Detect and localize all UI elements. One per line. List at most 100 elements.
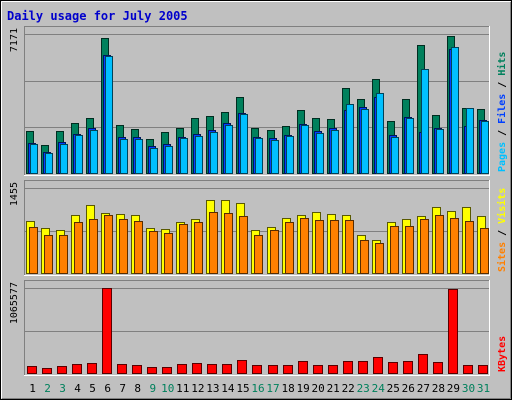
bar-kbytes-day-23 — [358, 361, 368, 374]
bar-pages-day-8 — [135, 139, 143, 174]
bar-pages-day-3 — [60, 144, 68, 174]
bar-pages-day-12 — [195, 136, 203, 174]
bar-sites-day-27 — [420, 219, 429, 274]
bar-sites-day-17 — [270, 230, 279, 274]
x-tick-label-day-21: 21 — [327, 382, 340, 395]
legend-item-sites: Sites — [496, 242, 508, 272]
bar-kbytes-day-1 — [27, 366, 37, 374]
bar-kbytes-day-14 — [222, 364, 232, 374]
legend-item-files: Files — [496, 94, 508, 124]
y-max-label-bottom: 1065577 — [9, 282, 20, 324]
bar-pages-day-22 — [346, 104, 354, 174]
bar-pages-day-25 — [391, 137, 399, 174]
bar-sites-day-8 — [134, 221, 143, 274]
bar-sites-day-6 — [104, 215, 113, 274]
bar-kbytes-day-27 — [418, 354, 428, 374]
bar-kbytes-day-15 — [237, 360, 247, 374]
x-tick-label-day-19: 19 — [296, 382, 309, 395]
bar-pages-day-20 — [316, 133, 324, 174]
bar-kbytes-day-13 — [207, 364, 217, 374]
x-tick-label-day-27: 27 — [417, 382, 430, 395]
bar-pages-day-13 — [210, 132, 218, 174]
y-max-label-top: 7171 — [9, 28, 20, 52]
bar-kbytes-day-22 — [343, 361, 353, 374]
bar-sites-day-2 — [44, 235, 53, 274]
bar-kbytes-day-17 — [268, 365, 278, 374]
x-tick-label-day-20: 20 — [311, 382, 324, 395]
bar-pages-day-7 — [120, 139, 128, 174]
bar-pages-day-17 — [271, 140, 279, 174]
x-tick-label-day-1: 1 — [29, 382, 36, 395]
legend-item-visits: Visits — [496, 188, 508, 224]
bar-sites-day-31 — [480, 228, 489, 274]
x-tick-label-day-31: 31 — [477, 382, 490, 395]
x-tick-label-day-5: 5 — [89, 382, 96, 395]
bar-kbytes-day-16 — [252, 365, 262, 374]
bar-kbytes-day-18 — [283, 365, 293, 374]
x-tick-label-day-15: 15 — [236, 382, 249, 395]
legend-text-middle: Sites / Visits — [496, 188, 508, 272]
legend-item-kbytes: KBytes — [497, 336, 508, 372]
bar-sites-day-14 — [224, 213, 233, 274]
bar-pages-day-18 — [286, 136, 294, 174]
bar-pages-day-31 — [481, 121, 489, 174]
bar-pages-day-24 — [376, 93, 384, 174]
bar-sites-day-23 — [360, 240, 369, 274]
bar-kbytes-day-30 — [463, 365, 473, 374]
x-tick-label-day-10: 10 — [161, 382, 174, 395]
bar-pages-day-30 — [466, 108, 474, 174]
bar-sites-day-21 — [330, 220, 339, 274]
bar-pages-day-21 — [331, 130, 339, 174]
x-tick-label-day-16: 16 — [251, 382, 264, 395]
bar-sites-day-16 — [254, 235, 263, 274]
bar-kbytes-day-12 — [192, 363, 202, 374]
bar-kbytes-day-7 — [117, 364, 127, 374]
x-tick-label-day-30: 30 — [462, 382, 475, 395]
bar-sites-day-5 — [89, 219, 98, 274]
bar-sites-day-4 — [74, 222, 83, 274]
x-tick-label-day-13: 13 — [206, 382, 219, 395]
bar-sites-day-26 — [405, 226, 414, 274]
bar-pages-day-1 — [30, 144, 38, 174]
bar-kbytes-day-29 — [448, 289, 458, 374]
bar-kbytes-day-2 — [42, 368, 52, 374]
bar-kbytes-day-6 — [102, 288, 112, 374]
bar-sites-day-3 — [59, 235, 68, 274]
bar-pages-day-5 — [90, 130, 98, 174]
x-tick-label-day-18: 18 — [281, 382, 294, 395]
x-tick-label-day-14: 14 — [221, 382, 235, 395]
x-tick-label-day-24: 24 — [372, 382, 386, 395]
bar-kbytes-day-20 — [313, 365, 323, 374]
bar-kbytes-day-21 — [328, 365, 338, 374]
legend-separator: / — [497, 124, 508, 142]
bar-kbytes-day-3 — [57, 366, 67, 374]
chart-panels: 7171 Pages / Files / Hits 1455 Sites / Visi… — [9, 26, 508, 376]
x-tick-label-day-4: 4 — [74, 382, 81, 395]
bar-sites-day-15 — [239, 216, 248, 274]
bar-pages-day-4 — [75, 135, 83, 174]
x-tick-label-day-7: 7 — [119, 382, 126, 395]
legend-item-pages: Pages — [497, 142, 508, 172]
bar-sites-day-28 — [435, 215, 444, 274]
x-tick-label-day-25: 25 — [387, 382, 400, 395]
bar-sites-day-25 — [390, 226, 399, 274]
bar-kbytes-day-25 — [388, 362, 398, 374]
bar-kbytes-day-4 — [72, 364, 82, 374]
bar-sites-day-7 — [119, 219, 128, 274]
bar-pages-day-26 — [406, 118, 414, 174]
bar-pages-day-19 — [301, 125, 309, 174]
bar-kbytes-day-24 — [373, 357, 383, 374]
bar-sites-day-10 — [164, 233, 173, 274]
bar-sites-day-19 — [300, 218, 309, 274]
bar-sites-day-24 — [375, 243, 384, 274]
bar-pages-day-27 — [421, 69, 429, 174]
legend-top: Pages / Files / Hits — [496, 52, 508, 172]
legend-separator: / — [497, 76, 508, 94]
x-tick-label-day-29: 29 — [447, 382, 460, 395]
bar-kbytes-day-9 — [147, 367, 157, 374]
y-max-label-middle: 1455 — [9, 182, 20, 206]
bar-sites-day-12 — [194, 222, 203, 274]
legend-text-bottom: KBytes — [497, 336, 508, 372]
bar-pages-day-2 — [45, 153, 53, 174]
